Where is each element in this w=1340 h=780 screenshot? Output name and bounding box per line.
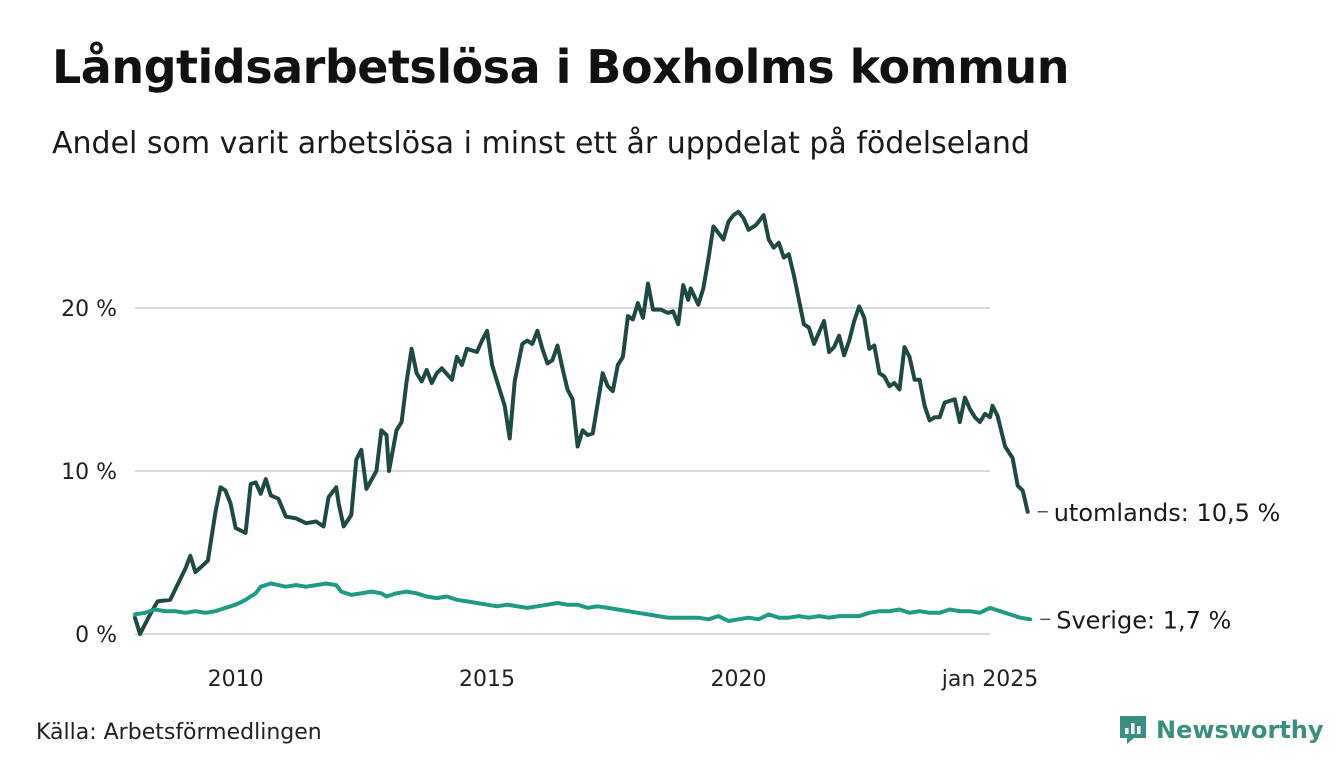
x-tick-label: 2015 <box>459 667 515 692</box>
series-line-utomlands <box>133 209 1030 636</box>
series-lines <box>133 209 1033 636</box>
chart-subtitle: Andel som varit arbetslösa i minst ett å… <box>52 126 1030 161</box>
chart-title: Långtidsarbetslösa i Boxholms kommun <box>52 40 1070 94</box>
y-tick-label: 20 % <box>61 297 117 322</box>
newsworthy-logo-icon <box>1120 716 1146 744</box>
end-label-sverige: Sverige: 1,7 % <box>1056 606 1231 634</box>
series-end-labels: utomlands: 10,5 % Sverige: 1,7 % <box>1037 499 1281 634</box>
series-line-sverige <box>133 581 1033 623</box>
y-tick-label: 0 % <box>75 623 117 648</box>
x-tick-label: 2010 <box>208 667 264 692</box>
y-axis-ticks: 0 % 10 % 20 % <box>61 297 117 648</box>
x-tick-label: 2020 <box>711 667 767 692</box>
gridlines <box>135 307 990 635</box>
x-tick-label: jan 2025 <box>941 667 1039 692</box>
source-note: Källa: Arbetsförmedlingen <box>36 720 322 745</box>
y-tick-label: 10 % <box>61 460 117 485</box>
brand-logo: Newsworthy <box>1118 714 1324 746</box>
end-label-utomlands: utomlands: 10,5 % <box>1054 499 1281 527</box>
x-axis-ticks: 2010 2015 2020 jan 2025 <box>208 667 1039 692</box>
brand-name: Newsworthy <box>1156 716 1324 744</box>
